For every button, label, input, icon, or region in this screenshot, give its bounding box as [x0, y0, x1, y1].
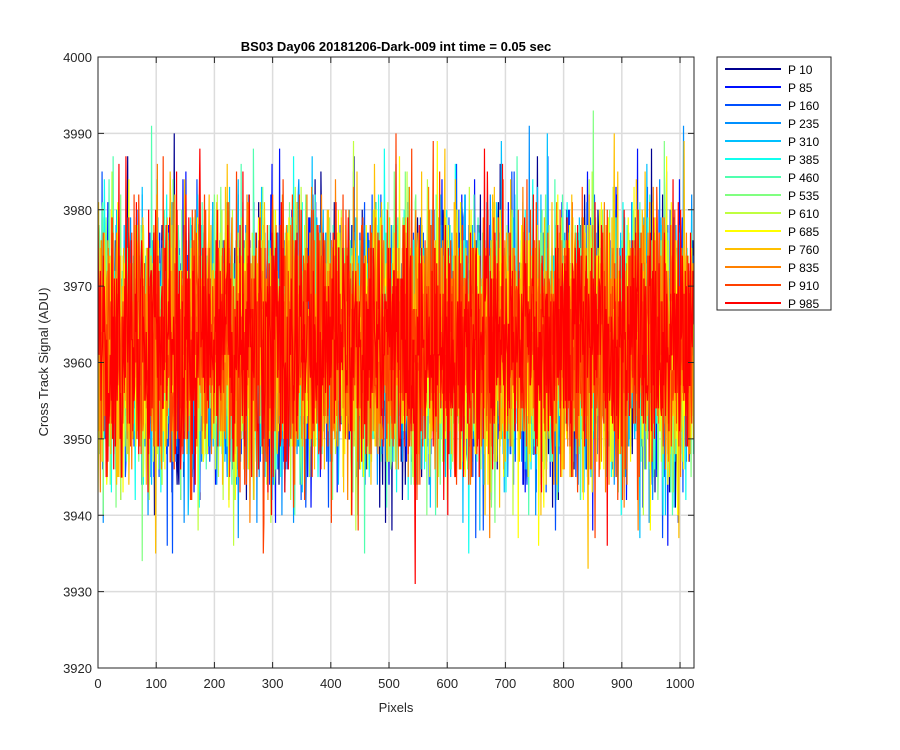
- y-tick-label: 3940: [63, 508, 92, 523]
- series-layer: [98, 110, 694, 584]
- x-tick-label: 800: [553, 676, 575, 691]
- series-line-p985: [98, 148, 694, 584]
- legend: P 10 P 85 P 160 P 235 P 310 P 385 P 460 P 535 P …: [716, 56, 832, 311]
- y-tick-label: 3950: [63, 432, 92, 447]
- legend-label: P 985: [788, 297, 819, 311]
- legend-label: P 310: [788, 135, 819, 149]
- legend-label: P 910: [788, 279, 819, 293]
- y-axis-label: Cross Track Signal (ADU): [36, 288, 51, 437]
- x-tick-label: 700: [495, 676, 517, 691]
- legend-label: P 385: [788, 153, 819, 167]
- y-axis: 3920 3930 3940 3950 3960 3970 3980 3990 4000: [63, 50, 694, 676]
- x-tick-label: 900: [611, 676, 633, 691]
- x-tick-label: 0: [94, 676, 101, 691]
- y-tick-label: 3970: [63, 279, 92, 294]
- legend-label: P 160: [788, 99, 819, 113]
- y-tick-label: 3960: [63, 356, 92, 371]
- y-tick-label: 3920: [63, 661, 92, 676]
- x-tick-label: 500: [378, 676, 400, 691]
- legend-label: P 610: [788, 207, 819, 221]
- x-tick-label: 400: [320, 676, 342, 691]
- legend-label: P 235: [788, 117, 819, 131]
- legend-label: P 685: [788, 225, 819, 239]
- y-tick-label: 3980: [63, 203, 92, 218]
- y-tick-label: 3930: [63, 585, 92, 600]
- x-axis: 0 100 200 300 400 500 600 700 800 900 1000: [94, 57, 694, 691]
- legend-label: P 10: [788, 63, 813, 77]
- legend-label: P 460: [788, 171, 819, 185]
- x-tick-label: 100: [145, 676, 167, 691]
- legend-label: P 760: [788, 243, 819, 257]
- y-tick-label: 3990: [63, 126, 92, 141]
- x-axis-label: Pixels: [379, 700, 414, 715]
- legend-label: P 535: [788, 189, 819, 203]
- legend-label: P 85: [788, 81, 813, 95]
- y-tick-label: 4000: [63, 50, 92, 65]
- legend-label: P 835: [788, 261, 819, 275]
- x-tick-label: 300: [262, 676, 284, 691]
- chart-title: BS03 Day06 20181206-Dark-009 int time = …: [241, 39, 551, 54]
- x-tick-label: 1000: [666, 676, 695, 691]
- x-tick-label: 600: [436, 676, 458, 691]
- x-tick-label: 200: [204, 676, 226, 691]
